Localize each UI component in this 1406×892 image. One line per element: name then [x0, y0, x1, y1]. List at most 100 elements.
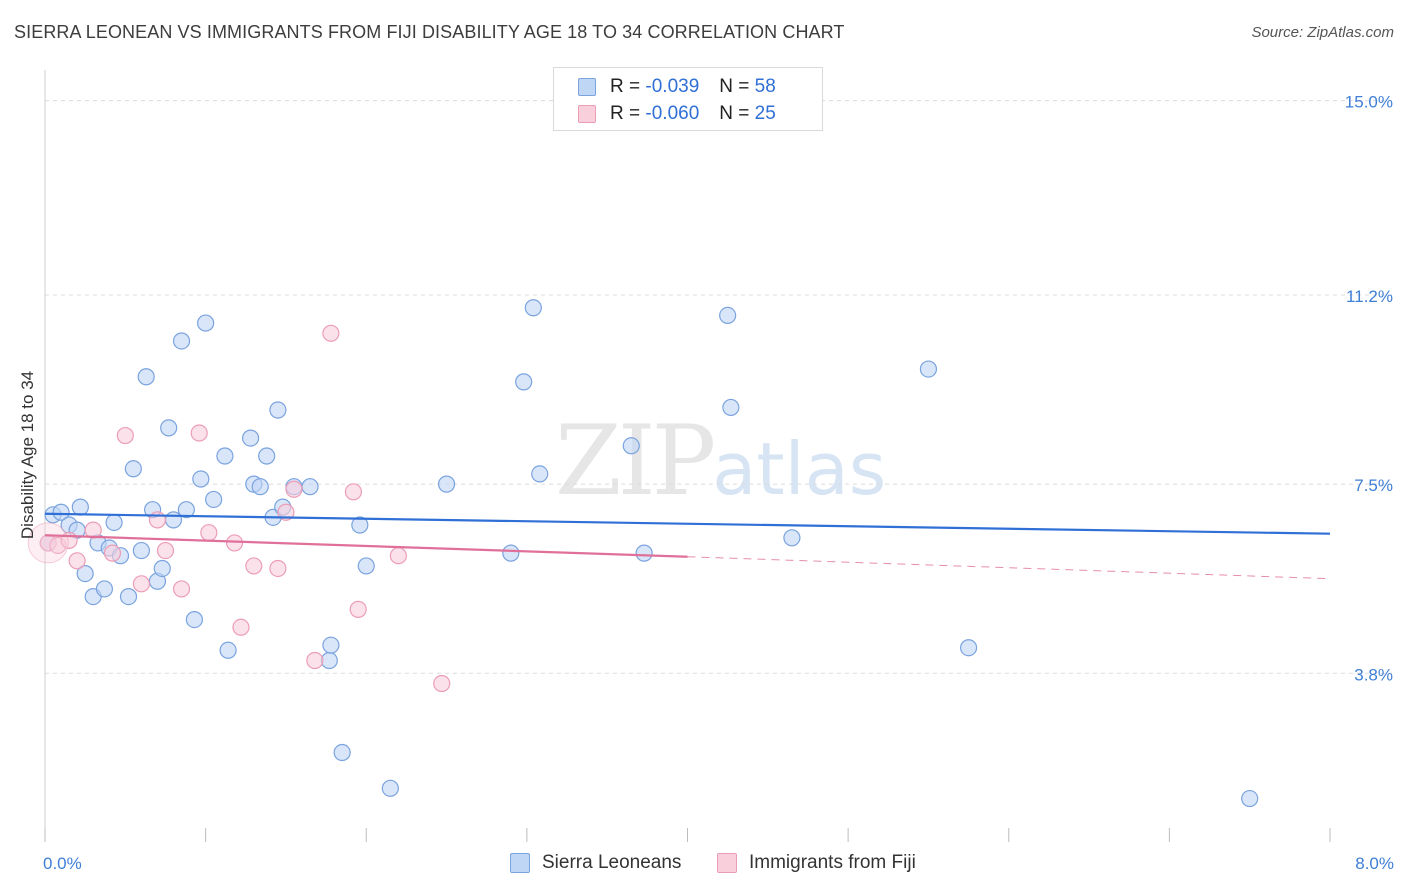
source-label: Source: ZipAtlas.com: [1251, 24, 1394, 41]
sierra-leonean-point: [137, 368, 155, 386]
series-swatch-pink: [717, 853, 737, 873]
sierra-leonean-point: [269, 401, 287, 419]
sierra-leonean-point: [357, 557, 375, 575]
sierra-leonean-point: [153, 559, 171, 578]
sierra-leonean-point: [320, 651, 338, 670]
cluster-point: [27, 522, 69, 564]
fiji-point: [433, 674, 451, 693]
x-tick-label: 8.0%: [1355, 854, 1394, 873]
fiji-point: [200, 524, 218, 542]
legend-n-label: N =: [719, 76, 750, 97]
sierra-leonean-point: [216, 447, 234, 465]
correlation-legend: R = -0.039 N = 58 R = -0.060 N = 25: [553, 67, 823, 131]
legend-r-label: R =: [610, 76, 641, 97]
legend-row-fiji: R = -0.060 N = 25: [578, 101, 776, 127]
sierra-leonean-point: [192, 470, 210, 488]
series-legend: Sierra Leoneans Immigrants from Fiji: [0, 852, 1406, 878]
chart-title: SIERRA LEONEAN VS IMMIGRANTS FROM FIJI D…: [14, 22, 845, 42]
fiji-trendline: [44, 534, 688, 558]
sierra-leonean-point: [242, 429, 260, 447]
fiji-point: [245, 557, 263, 575]
sierra-leonean-point: [351, 516, 369, 534]
y-tick-label: 11.2%: [1346, 287, 1393, 306]
sierra-leonean-point: [76, 564, 94, 583]
fiji-point: [68, 552, 86, 570]
fiji-point: [132, 575, 150, 593]
legend-n-label: N =: [719, 103, 750, 124]
fiji-point: [322, 324, 340, 342]
series-legend-fiji: Immigrants from Fiji: [717, 852, 916, 874]
sierra-leonean-point: [251, 478, 269, 496]
fiji-point: [306, 651, 324, 670]
y-axis-label: Disability Age 18 to 34: [18, 370, 37, 540]
y-tick-label: 15.0%: [1345, 93, 1393, 112]
x-tick-label: 0.0%: [43, 854, 82, 873]
fiji-point: [103, 544, 122, 562]
series-swatch-blue: [510, 853, 530, 873]
sierra-leonean-point: [205, 490, 223, 509]
watermark: ZIPatlas: [555, 405, 886, 517]
fiji-point: [232, 618, 250, 636]
sierra-leonean-point: [132, 541, 150, 560]
legend-r-value: -0.039: [645, 76, 700, 97]
sierra-leonean-point: [177, 501, 195, 519]
sierra-leonean-point: [502, 544, 520, 562]
legend-r-value: -0.060: [645, 103, 700, 124]
series-label: Immigrants from Fiji: [749, 852, 916, 873]
fiji-point: [225, 534, 244, 552]
sierra-leonean-point: [105, 513, 123, 532]
legend-swatch-pink: [578, 105, 596, 123]
sierra-leonean-point: [722, 398, 740, 417]
fiji-point: [349, 600, 367, 618]
watermark-atlas: atlas: [712, 427, 887, 511]
sierra-leonean-point: [197, 314, 215, 332]
watermark-zip: ZIP: [555, 405, 716, 517]
legend-n-value: 25: [754, 103, 776, 124]
sierra-leonean-point: [301, 478, 319, 496]
series-label: Sierra Leoneans: [542, 852, 682, 873]
fiji-point: [156, 541, 175, 560]
fiji-point: [269, 559, 287, 578]
fiji-point: [277, 503, 295, 521]
sierra-leonean-point: [622, 437, 640, 455]
sierra-leonean-point: [381, 779, 399, 797]
sierra-leonean-point: [719, 306, 737, 325]
sierra-leonean-point: [919, 360, 938, 378]
fiji-trendline-extension: [687, 556, 1331, 580]
legend-n-value: 58: [754, 76, 776, 97]
fiji-point: [84, 521, 102, 539]
fiji-point: [389, 547, 407, 565]
sierra-leonean-point: [124, 460, 142, 478]
sierra-leonean-point: [71, 498, 89, 516]
sierra-leonean-point: [1241, 789, 1259, 808]
fiji-point: [116, 426, 134, 445]
fiji-point: [172, 580, 191, 598]
sierra-leonean-point: [531, 465, 549, 483]
sierra-leonean-point: [333, 743, 351, 762]
legend-r-label: R =: [610, 103, 641, 124]
sierra-leonean-point: [515, 373, 533, 391]
sierra-leonean-point: [959, 639, 978, 657]
fiji-point: [344, 483, 362, 501]
sierra-leonean-point: [160, 419, 178, 437]
sierra-leonean-point: [185, 611, 203, 629]
legend-swatch-blue: [578, 78, 596, 96]
sierra-leonean-point: [437, 475, 456, 493]
fiji-point: [148, 511, 167, 529]
fiji-point: [285, 480, 303, 498]
sierra-leonean-trendline: [44, 512, 1331, 535]
sierra-leonean-point: [524, 299, 542, 317]
sierra-leonean-point: [95, 580, 114, 598]
y-tick-label: 3.8%: [1354, 665, 1393, 684]
sierra-leonean-point: [783, 529, 801, 547]
sierra-leonean-point: [258, 447, 276, 465]
sierra-leonean-point: [635, 544, 653, 562]
legend-row-sierra-leoneans: R = -0.039 N = 58: [578, 74, 776, 100]
y-tick-label: 7.5%: [1354, 476, 1393, 495]
series-legend-sierra-leoneans: Sierra Leoneans: [510, 852, 681, 874]
sierra-leonean-point: [322, 636, 340, 654]
fiji-point: [190, 424, 208, 442]
sierra-leonean-point: [52, 503, 70, 521]
sierra-leonean-point: [172, 332, 191, 350]
